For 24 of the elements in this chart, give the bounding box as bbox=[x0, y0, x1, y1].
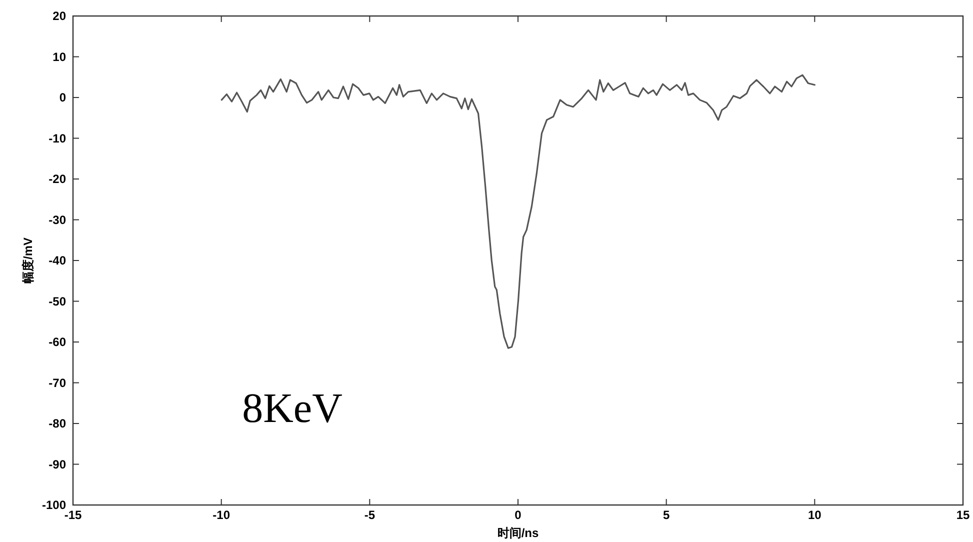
x-tick-label: 0 bbox=[514, 508, 522, 522]
x-tick-label: 5 bbox=[662, 508, 670, 522]
x-tick-label: 10 bbox=[808, 508, 822, 522]
x-axis-title: 时间/ns bbox=[497, 526, 539, 540]
line-series bbox=[220, 74, 816, 349]
x-tick-label: -10 bbox=[212, 508, 230, 522]
y-tick-label: -50 bbox=[48, 294, 66, 308]
y-tick-label: -90 bbox=[48, 457, 66, 472]
y-tick-label: -100 bbox=[42, 498, 66, 512]
y-tick-label: -80 bbox=[48, 416, 66, 430]
y-tick-label: -20 bbox=[48, 172, 66, 186]
x-tick-label: 15 bbox=[956, 508, 970, 522]
y-axis-title: 幅度/mV bbox=[21, 237, 35, 284]
y-tick-label: 0 bbox=[59, 90, 66, 104]
x-tick-label: -15 bbox=[64, 508, 82, 522]
annotation: 8KeV bbox=[242, 386, 342, 432]
y-tick-label: -30 bbox=[48, 212, 66, 227]
y-tick-label: 10 bbox=[52, 50, 66, 64]
y-tick-label: -10 bbox=[48, 131, 66, 146]
y-tick-label: -70 bbox=[48, 376, 66, 390]
y-tick-label: -60 bbox=[48, 335, 66, 349]
y-tick-label: 20 bbox=[52, 9, 66, 23]
y-tick-label: -40 bbox=[48, 254, 66, 268]
x-tick-label: -5 bbox=[364, 508, 376, 522]
